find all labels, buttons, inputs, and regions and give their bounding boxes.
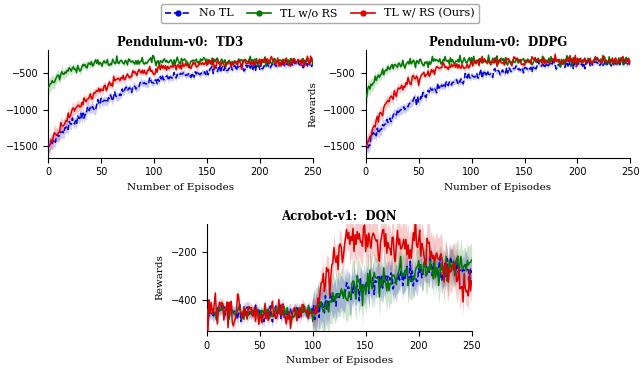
X-axis label: Number of Episodes: Number of Episodes <box>285 356 393 365</box>
X-axis label: Number of Episodes: Number of Episodes <box>127 183 234 192</box>
Legend: No TL, TL w/o RS, TL w/ RS (Ours): No TL, TL w/o RS, TL w/ RS (Ours) <box>161 4 479 23</box>
Title: Pendulum-v0:  DDPG: Pendulum-v0: DDPG <box>429 36 567 49</box>
X-axis label: Number of Episodes: Number of Episodes <box>444 183 552 192</box>
Y-axis label: Rewards: Rewards <box>308 81 317 127</box>
Y-axis label: Rewards: Rewards <box>156 255 165 300</box>
Title: Acrobot-v1:  DQN: Acrobot-v1: DQN <box>282 210 397 223</box>
Title: Pendulum-v0:  TD3: Pendulum-v0: TD3 <box>117 36 243 49</box>
